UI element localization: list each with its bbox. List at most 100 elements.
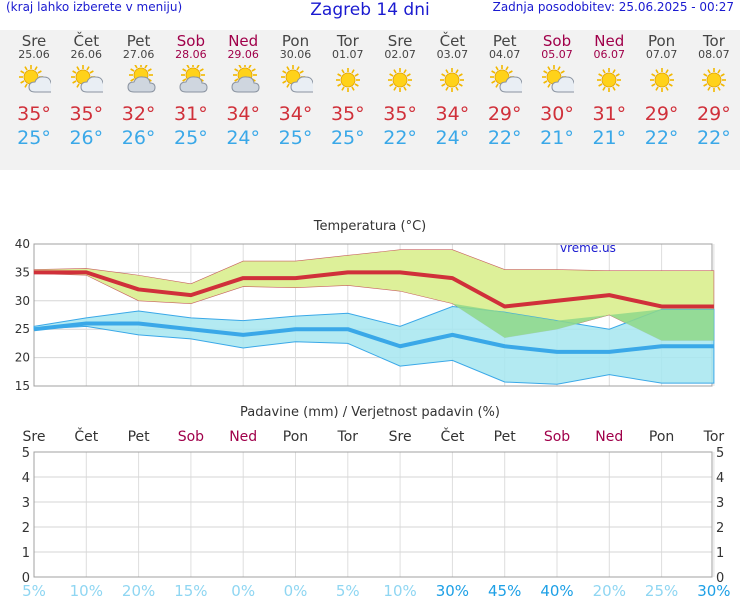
day-name: Ned (228, 32, 259, 50)
day-date: 03.07 (436, 48, 469, 61)
precip-probability: 0% (284, 582, 308, 600)
y-tick-label: 40 (15, 237, 30, 251)
sun-icon (636, 65, 688, 95)
y-tick-label: 15 (15, 379, 30, 392)
max-temp: 34° (435, 103, 470, 125)
precip-probability: 10% (70, 582, 103, 600)
y-tick-label: 30 (15, 294, 30, 308)
y-tick-label-right: 4 (716, 471, 724, 486)
sun-cloud-icon (270, 65, 322, 95)
min-temp: 22° (644, 127, 679, 149)
y-tick-label: 25 (15, 322, 30, 336)
precip-probability: 20% (593, 582, 626, 600)
sun-cloud-icon (479, 65, 531, 95)
day-name: Pet (492, 32, 517, 50)
y-tick-label-left: 0 (22, 571, 30, 586)
precip-probability: 45% (488, 582, 521, 600)
day-label: Pon (649, 429, 674, 445)
forecast-day: Sre 02.07 35° 22° (374, 32, 426, 149)
min-temp: 25° (278, 127, 313, 149)
y-tick-label-right: 2 (716, 521, 724, 536)
precip-probability: 20% (122, 582, 155, 600)
day-label: Pet (494, 429, 517, 445)
day-label: Pon (283, 429, 308, 445)
day-date: 06.07 (593, 48, 626, 61)
precip-probability: 30% (436, 582, 469, 600)
forecast-day: Sob 05.07 30° 21° (531, 32, 583, 149)
forecast-day: Pet 04.07 29° 22° (479, 32, 531, 149)
temperature-chart-title: Temperatura (°C) (313, 219, 427, 234)
day-date: 27.06 (122, 48, 155, 61)
max-temp: 35° (17, 103, 51, 125)
day-name: Čet (439, 32, 466, 50)
day-name: Sob (176, 32, 205, 50)
min-temp: 24° (435, 127, 470, 149)
precip-probability: 30% (697, 582, 730, 600)
day-date: 25.06 (18, 48, 50, 61)
day-name: Pon (647, 32, 676, 50)
day-date: 08.07 (698, 48, 730, 61)
day-date: 01.07 (332, 48, 364, 61)
forecast-day: Ned 29.06 34° 24° (217, 32, 269, 149)
day-name: Tor (336, 32, 359, 50)
band-overlap (34, 273, 714, 341)
min-temp: 22° (487, 127, 522, 149)
y-tick-label-left: 2 (22, 521, 30, 536)
max-temp: 29° (487, 103, 522, 125)
min-temp: 25° (17, 127, 51, 149)
last-updated: Zadnja posodobitev: 25.06.2025 - 00:27 (492, 0, 734, 14)
day-label: Čet (74, 427, 98, 445)
forecast-day: Pon 30.06 34° 25° (270, 32, 322, 149)
min-temp: 25° (330, 127, 365, 149)
precip-probability: 15% (174, 582, 207, 600)
day-date: 28.06 (175, 48, 207, 61)
day-label: Sob (544, 429, 570, 445)
forecast-day: Pon 07.07 29° 22° (636, 32, 688, 149)
location-hint[interactable]: (kraj lahko izberete v meniju) (6, 0, 183, 14)
day-label: Pet (128, 429, 151, 445)
sun-cloud-icon (531, 65, 583, 95)
day-label: Sre (389, 429, 412, 445)
day-name: Čet (73, 32, 100, 50)
day-label: Sre (23, 429, 46, 445)
plot-frame (33, 451, 713, 578)
cloud-sun-icon (217, 63, 269, 95)
y-tick-label-right: 0 (716, 571, 724, 586)
max-temp: 29° (644, 103, 679, 125)
day-label: Ned (229, 429, 257, 445)
day-date: 04.07 (488, 48, 521, 61)
sun-icon (426, 65, 478, 95)
y-tick-label-right: 3 (716, 496, 724, 511)
forecast-day: Pet 27.06 32° 26° (113, 32, 165, 149)
y-tick-label-right: 5 (716, 446, 724, 461)
precip-probability: 25% (645, 582, 678, 600)
min-temp: 21° (540, 127, 574, 149)
min-temp: 26° (69, 127, 104, 149)
max-temp: 35° (69, 103, 104, 125)
max-temp: 30° (540, 103, 574, 125)
precip-probability: 5% (336, 582, 360, 600)
precip-probability: 10% (383, 582, 416, 600)
sun-cloud-icon (60, 65, 112, 95)
min-temp: 22° (697, 127, 731, 149)
min-temp: 22° (383, 127, 417, 149)
forecast-day: Sre 25.06 35° 25° (8, 32, 60, 149)
day-name: Sob (542, 32, 572, 50)
forecast-day: Tor 01.07 35° 25° (322, 32, 374, 149)
day-name: Sre (387, 32, 413, 50)
forecast-day: Čet 26.06 35° 26° (60, 32, 112, 149)
min-temp: 21° (592, 127, 627, 149)
min-temp: 24° (226, 127, 261, 149)
day-date: 05.07 (541, 48, 573, 61)
max-temp: 31° (592, 103, 627, 125)
page-title: Zagreb 14 dni (310, 0, 430, 20)
y-tick-label: 20 (15, 351, 30, 365)
sun-cloud-icon (8, 65, 60, 95)
max-temp: 34° (226, 103, 261, 125)
sun-icon (688, 65, 740, 95)
max-temp-line (34, 270, 714, 309)
forecast-day: Ned 06.07 31° 21° (583, 32, 635, 149)
day-date: 07.07 (645, 48, 678, 61)
day-name: Pon (281, 32, 310, 50)
day-date: 02.07 (384, 48, 416, 61)
